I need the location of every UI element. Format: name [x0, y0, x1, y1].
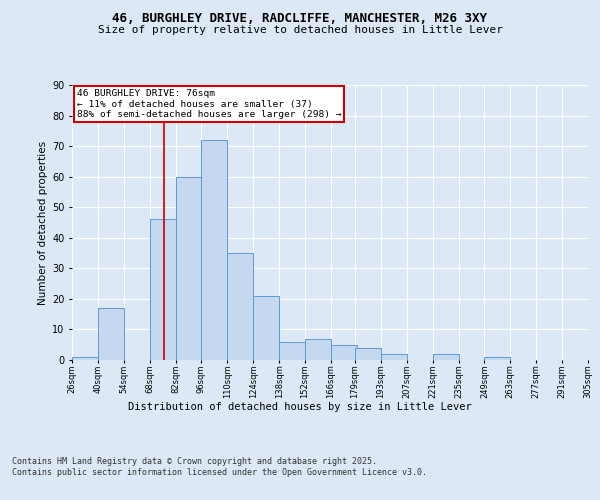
- Text: Size of property relative to detached houses in Little Lever: Size of property relative to detached ho…: [97, 25, 503, 35]
- Text: 46, BURGHLEY DRIVE, RADCLIFFE, MANCHESTER, M26 3XY: 46, BURGHLEY DRIVE, RADCLIFFE, MANCHESTE…: [113, 12, 487, 26]
- Bar: [72, 357, 98, 360]
- Bar: [149, 220, 176, 360]
- Bar: [305, 338, 331, 360]
- Bar: [433, 354, 458, 360]
- Text: Contains HM Land Registry data © Crown copyright and database right 2025.
Contai: Contains HM Land Registry data © Crown c…: [12, 458, 427, 477]
- Bar: [279, 342, 305, 360]
- Bar: [98, 308, 124, 360]
- Bar: [355, 348, 381, 360]
- Bar: [331, 344, 357, 360]
- Bar: [484, 357, 511, 360]
- Bar: [176, 176, 202, 360]
- Bar: [227, 253, 253, 360]
- Bar: [253, 296, 279, 360]
- Y-axis label: Number of detached properties: Number of detached properties: [38, 140, 48, 304]
- Text: 46 BURGHLEY DRIVE: 76sqm
← 11% of detached houses are smaller (37)
88% of semi-d: 46 BURGHLEY DRIVE: 76sqm ← 11% of detach…: [77, 89, 341, 119]
- Bar: [381, 354, 407, 360]
- Bar: [202, 140, 227, 360]
- Text: Distribution of detached houses by size in Little Lever: Distribution of detached houses by size …: [128, 402, 472, 412]
